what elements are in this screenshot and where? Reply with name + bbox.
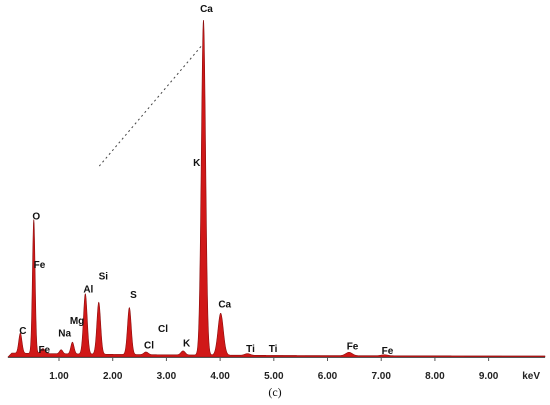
eds-spectrum-chart: 1.00 2.00 3.00 4.00 5.00 6.00 7.00 8.00 9.00 keV…: [7, 4, 546, 382]
element-label-al: Al: [83, 285, 93, 296]
element-label-ca: Ca: [200, 4, 213, 15]
element-label-ti: Ti: [269, 344, 278, 355]
element-label-k: K: [183, 339, 191, 350]
guide-dotted-line: [98, 45, 203, 167]
element-label-fe: Fe: [382, 346, 394, 357]
x-tick-label: 9.00: [479, 371, 499, 382]
element-label-si: Si: [99, 271, 109, 282]
element-label-fe: Fe: [34, 260, 46, 271]
x-tick-label: 7.00: [371, 371, 391, 382]
x-tick-label: 5.00: [264, 371, 284, 382]
spectrum-area: [7, 20, 546, 358]
element-label-cl: Cl: [158, 324, 168, 335]
x-tick-label: 2.00: [103, 371, 123, 382]
x-tick-label: 8.00: [425, 371, 445, 382]
element-label-fe: Fe: [347, 342, 359, 353]
element-labels: C O Fe Fe Na Mg Al Si S Cl Cl K K Ca Ca Ti Ti Fe Fe: [19, 4, 394, 357]
x-tick-label: 1.00: [49, 371, 69, 382]
element-label-s: S: [130, 290, 137, 301]
element-label-ti: Ti: [246, 344, 255, 355]
x-tick-label: 3.00: [157, 371, 177, 382]
element-label-fe: Fe: [38, 345, 50, 356]
element-label-na: Na: [58, 329, 71, 340]
x-tick-label: 6.00: [318, 371, 338, 382]
element-label-k: K: [193, 158, 201, 169]
element-label-o: O: [32, 212, 40, 223]
x-axis-label: keV: [522, 371, 540, 382]
x-tick-label: 4.00: [210, 371, 230, 382]
element-label-c: C: [19, 326, 26, 337]
element-label-mg: Mg: [70, 316, 84, 327]
x-axis-ticks: 1.00 2.00 3.00 4.00 5.00 6.00 7.00 8.00 9.00: [49, 357, 499, 382]
element-label-ca: Ca: [218, 299, 231, 310]
element-label-cl: Cl: [144, 340, 154, 351]
panel-label: (c): [268, 385, 282, 399]
plot-area: 1.00 2.00 3.00 4.00 5.00 6.00 7.00 8.00 9.00 keV…: [7, 4, 546, 382]
